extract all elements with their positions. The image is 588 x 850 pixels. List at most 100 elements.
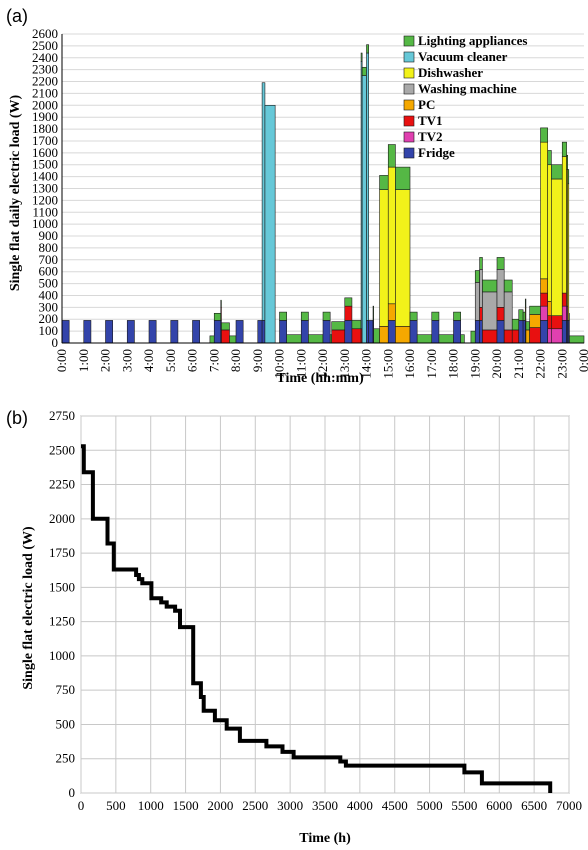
chart-a-legend-label: TV2 xyxy=(418,129,443,144)
chart-a-x-tick-label: 17:00 xyxy=(424,349,439,379)
chart-a-bar-segment xyxy=(344,320,353,344)
chart-a-bar-segment xyxy=(453,320,461,344)
chart-a-x-tick-label: 12:00 xyxy=(315,349,330,379)
chart-a-y-tick-label: 2300 xyxy=(32,62,58,77)
chart-a-bar-segment xyxy=(126,320,135,344)
chart-a-bar-segment xyxy=(474,270,480,283)
chart-a-stacked-bars xyxy=(61,44,585,344)
chart-a-bar-segment xyxy=(525,321,530,331)
chart-a-y-tick-label: 600 xyxy=(39,264,59,279)
chart-a-bar-segment xyxy=(366,52,369,321)
chart-a-bar-segment xyxy=(529,314,541,328)
chart-a-y-tick-label: 1300 xyxy=(32,181,58,196)
chart-a-bar-segment xyxy=(522,311,526,321)
chart-a-bar-segment xyxy=(366,44,369,54)
chart-a-bar-segment xyxy=(361,66,367,76)
chart-b-x-tick-label: 2500 xyxy=(242,798,268,813)
chart-a-bar-segment xyxy=(387,144,396,168)
chart-a-x-tick-label: 22:00 xyxy=(533,349,548,379)
chart-a-legend-swatch xyxy=(403,67,415,79)
chart-a-bar-segment xyxy=(525,329,530,344)
chart-b-x-tick-label: 4500 xyxy=(382,798,408,813)
chart-a-bar-segment xyxy=(482,329,498,344)
chart-a-y-tick-label: 100 xyxy=(39,323,59,338)
chart-a-legend-swatch xyxy=(403,51,415,63)
chart-a-y-tick-label: 2600 xyxy=(32,26,58,41)
chart-a-bar-segment xyxy=(416,334,433,344)
chart-a-x-tick-labels: 0:00 1:00 2:00 3:00 4:00 5:00 6:00 7:00 8:00 9:00… xyxy=(54,349,588,379)
chart-a-bar-segment xyxy=(474,282,480,321)
chart-a-y-tick-label: 400 xyxy=(39,287,59,302)
chart-a-bar-segment xyxy=(551,164,563,180)
chart-a-bar-segment xyxy=(235,320,244,344)
chart-a-legend-swatch xyxy=(403,99,415,111)
chart-a-bar-segment xyxy=(540,127,548,143)
chart-a-legend-label: PC xyxy=(418,97,435,112)
chart-a-bar-segment xyxy=(395,166,411,190)
chart-a-gridlines xyxy=(62,33,584,344)
chart-a-bar-segment xyxy=(547,315,552,330)
chart-a-legend-label: Lighting appliances xyxy=(418,33,527,48)
chart-a-y-tick-label: 1100 xyxy=(32,204,58,219)
chart-a-bar-segment xyxy=(524,298,527,308)
chart-a-bar-segment xyxy=(257,320,263,344)
chart-a-bar-segment xyxy=(322,320,331,344)
chart-a-y-tick-label: 1900 xyxy=(32,109,58,124)
chart-a-bar-segment xyxy=(368,320,374,344)
chart-a-bar-segment xyxy=(474,320,480,344)
chart-a-bar-segment xyxy=(264,105,276,344)
chart-a-y-tick-label: 0 xyxy=(52,335,59,350)
chart-a-bar-segment xyxy=(522,320,526,344)
chart-a-bar-segment xyxy=(148,320,157,344)
chart-a-legend-swatch xyxy=(403,131,415,143)
chart-b-x-tick-label: 5500 xyxy=(451,798,477,813)
chart-a-y-tick-label: 700 xyxy=(39,252,59,267)
chart-a-bar-segment xyxy=(551,178,563,316)
chart-a-bar-segment xyxy=(351,320,362,330)
chart-a-bar-segment xyxy=(569,335,585,344)
chart-a-bar-segment xyxy=(387,320,396,344)
chart-a-bar-segment xyxy=(540,141,548,280)
chart-a: (a) 010020030040050060070080090010001100… xyxy=(6,6,588,386)
chart-a-bar-segment xyxy=(105,320,113,344)
chart-a-bar-segment xyxy=(561,292,567,307)
chart-a-bar-segment xyxy=(566,154,568,170)
chart-a-bar-segment xyxy=(286,334,302,344)
chart-a-legend-label: Dishwasher xyxy=(418,65,483,80)
chart-a-bar-segment xyxy=(221,329,230,344)
chart-a-bar-segment xyxy=(524,307,527,321)
chart-a-bar-segment xyxy=(540,320,548,344)
chart-a-bar-segment xyxy=(503,291,513,331)
chart-a-bar-segment xyxy=(511,318,520,331)
chart-a-y-tick-label: 200 xyxy=(39,311,59,326)
chart-a-bar-segment xyxy=(387,166,396,305)
chart-a-legend-label: Vacuum cleaner xyxy=(418,49,508,64)
chart-a-y-tick-label: 2500 xyxy=(32,38,58,53)
chart-a-bar-segment xyxy=(540,278,548,294)
chart-a-y-tick-label: 2100 xyxy=(32,85,58,100)
chart-a-bar-segment xyxy=(61,320,70,344)
chart-b-duration-curve xyxy=(81,444,553,793)
chart-a-bar-segment xyxy=(360,52,363,62)
chart-b-x-tick-label: 6000 xyxy=(486,798,512,813)
chart-b-y-tick-label: 2250 xyxy=(49,477,75,492)
chart-a-y-tick-label: 2000 xyxy=(32,97,58,112)
chart-a-bar-segment xyxy=(373,328,380,344)
chart-a-bar-segment xyxy=(496,269,505,308)
chart-a-x-tick-label: 14:00 xyxy=(359,349,374,379)
chart-a-bar-segment xyxy=(561,156,567,294)
chart-a-bar-segment xyxy=(409,320,418,344)
chart-a-bar-segment xyxy=(220,299,222,308)
chart-a-bar-segment xyxy=(220,307,222,321)
chart-a-legend-swatch xyxy=(403,147,415,159)
chart-b-x-tick-label: 2000 xyxy=(207,798,233,813)
chart-a-y-tick-label: 1000 xyxy=(32,216,58,231)
chart-a-y-tick-label: 900 xyxy=(39,228,59,243)
chart-a-y-tick-label: 300 xyxy=(39,299,59,314)
chart-a-bar-segment xyxy=(209,335,215,344)
chart-a-x-tick-label: 1:00 xyxy=(76,349,91,372)
chart-a-bar-segment xyxy=(279,320,287,344)
chart-a-bar-segment xyxy=(479,257,483,270)
